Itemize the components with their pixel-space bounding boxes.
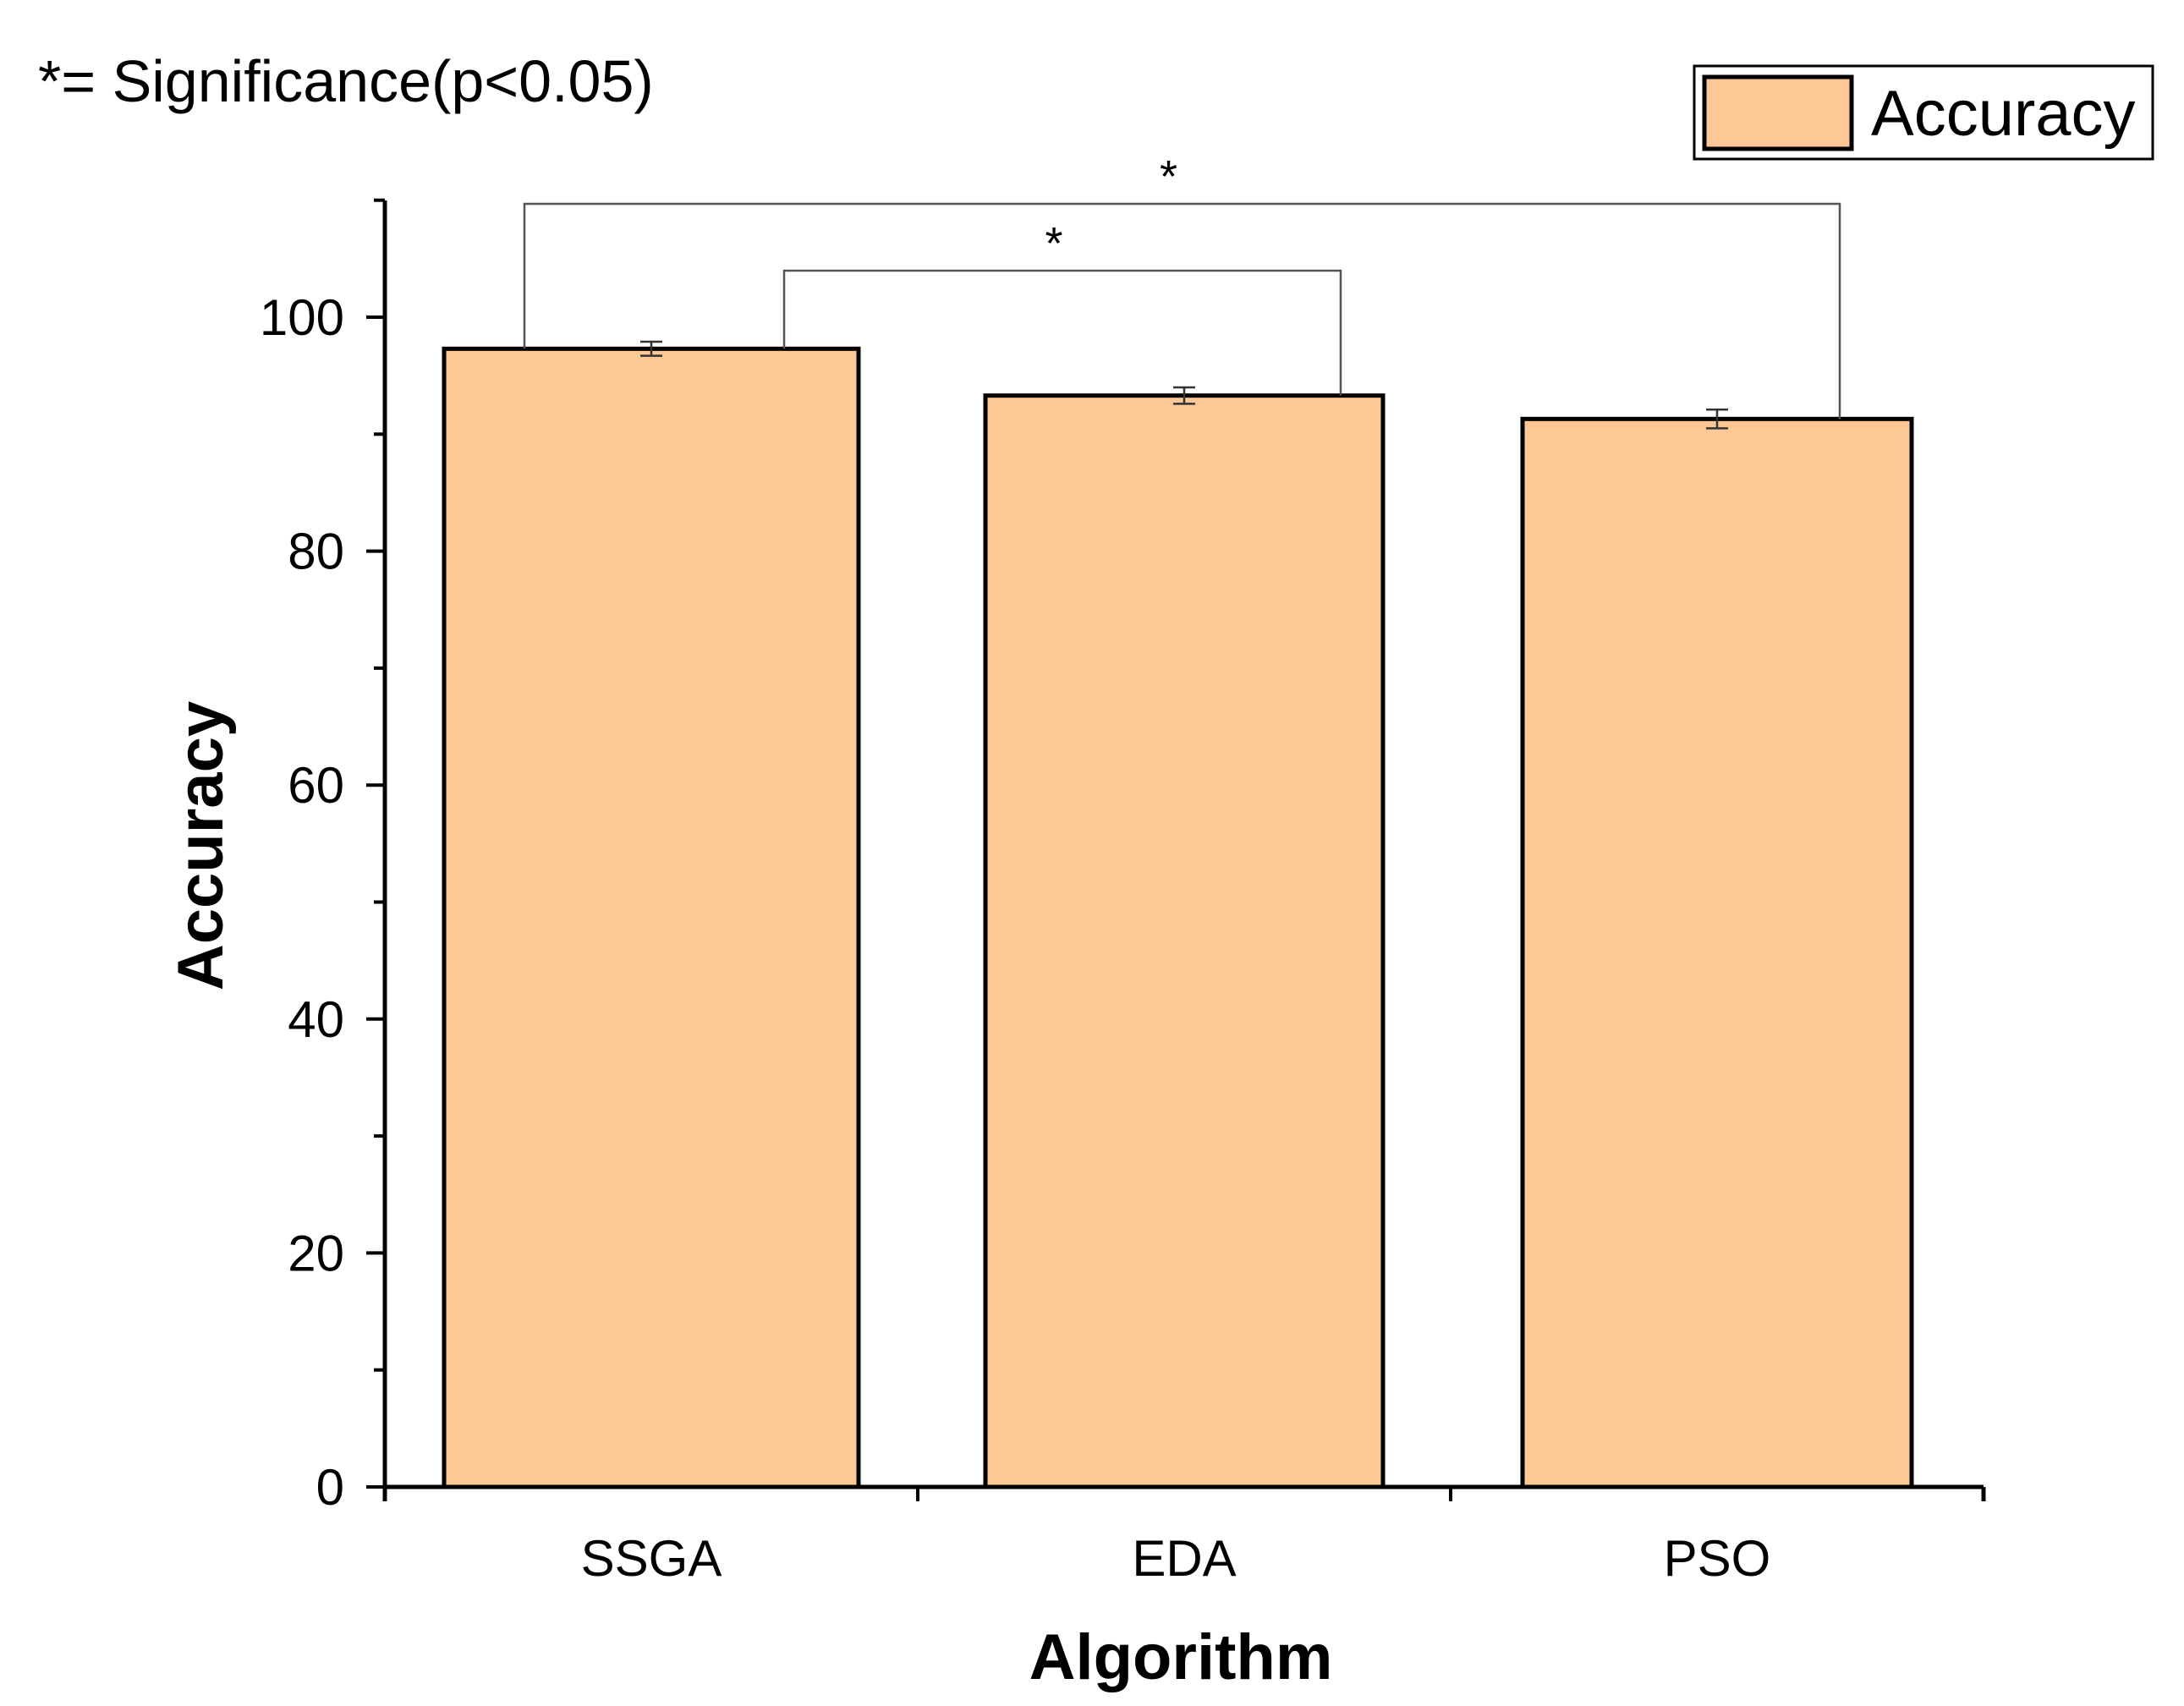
bar-eda [983,393,1386,1489]
x-tick-label-eda: EDA [1132,1530,1236,1587]
y-tick-label-80: 80 [288,524,344,580]
significance-bracket-ssga-pso [523,202,1841,420]
y-tick-label-20: 20 [288,1225,344,1281]
y-tick-label-40: 40 [288,991,344,1048]
legend-swatch [1702,74,1854,151]
plot-area: SSGA EDA PSO 0 20 40 60 80 100 * * [260,151,1986,1587]
significance-star-ssga-eda: * [1045,218,1062,269]
bar-ssga [442,346,861,1489]
y-tick-label-0: 0 [316,1459,344,1516]
legend: Accuracy [1693,64,2154,161]
significance-bracket-ssga-eda [782,269,1342,396]
y-tick-label-100: 100 [260,289,344,346]
y-tick-label-60: 60 [288,757,344,814]
y-axis-title: Accuracy [165,701,237,990]
significance-note: *= Significance(p<0.05) [38,48,654,114]
x-tick-label-pso: PSO [1664,1530,1771,1587]
x-tick-label-ssga: SSGA [581,1530,722,1587]
significance-star-ssga-pso: * [1160,151,1177,202]
x-axis-title: Algorithm [1029,1621,1333,1693]
legend-label: Accuracy [1871,78,2136,150]
bar-pso [1520,416,1914,1489]
